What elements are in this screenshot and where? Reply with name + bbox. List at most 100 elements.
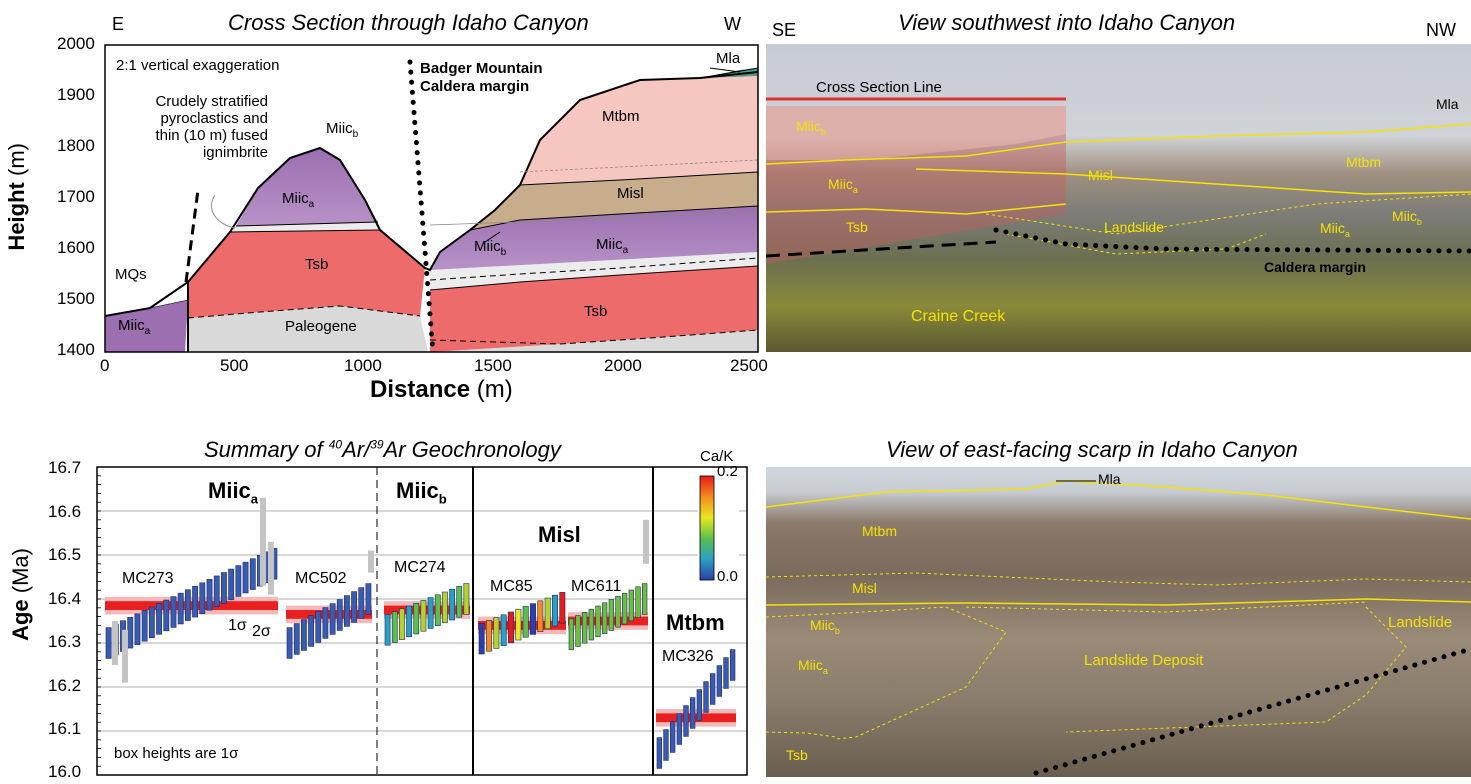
age-box [723, 657, 729, 689]
age-box [156, 603, 162, 635]
age-box [676, 713, 682, 745]
age-box [427, 597, 434, 629]
age-box [716, 665, 722, 697]
sample-mc274: MC274 [394, 559, 446, 576]
cs-label-miica-left: Miica [118, 317, 151, 337]
age-box [544, 597, 551, 630]
age-box [228, 568, 235, 601]
age-box [199, 582, 206, 614]
photo-top-label-mla: Mla [1436, 96, 1459, 112]
age-box [486, 620, 492, 652]
cs-label-paleogene: Paleogene [285, 318, 357, 335]
age-box [434, 594, 441, 626]
age-box [322, 607, 329, 639]
sample-mc326: MC326 [662, 648, 714, 665]
age-box [242, 561, 249, 594]
photo-top: Cross Section Line Mla Miicb Miica Mtbm … [766, 44, 1471, 352]
age-box [463, 583, 470, 615]
age-box [615, 596, 621, 628]
outlier-box [368, 550, 374, 573]
photo-bottom-title: View of east-facing scarp in Idaho Canyo… [886, 437, 1298, 462]
cs-ytick-1700: 1700 [57, 187, 95, 206]
age-box [286, 627, 293, 659]
age-box [344, 595, 350, 627]
age-box [442, 591, 448, 624]
age-box [315, 611, 322, 643]
age-box [656, 737, 662, 769]
age-box [575, 615, 581, 647]
cs-label-mqs: MQs [115, 266, 147, 283]
caldera-line-2: Caldera margin [420, 78, 530, 95]
one-sigma-band [656, 713, 736, 723]
cs-xtick-1000: 1000 [344, 356, 382, 375]
age-box [530, 603, 536, 635]
age-box [329, 603, 336, 635]
one-sigma-band [105, 601, 278, 610]
age-box [710, 673, 716, 705]
one-sigma-band [478, 621, 566, 630]
sigma-1-label: 1σ [228, 617, 247, 634]
geochron-ytick-7: 16.0 [48, 762, 82, 781]
cs-xlabel-bold: Distance [370, 376, 471, 403]
sample-mc502: MC502 [295, 570, 347, 587]
age-box [522, 606, 529, 638]
age-box [301, 619, 307, 651]
caldera-line-1: Badger Mountain [420, 60, 543, 77]
sigma-2-label: 2σ [252, 623, 271, 640]
photo-bottom-label-misl: Misl [852, 580, 877, 596]
cs-xlabel-unit: (m) [476, 376, 513, 403]
age-box [449, 588, 455, 621]
age-box [602, 602, 608, 634]
age-box [478, 622, 485, 655]
photo-top-label-miicb: Miicb [796, 118, 826, 137]
age-box [622, 592, 628, 625]
geochron-title: Summary of 40Ar/39Ar Geochronology [204, 437, 561, 462]
geochron-note: box heights are 1σ [114, 745, 239, 762]
cs-ytick-1500: 1500 [57, 289, 95, 308]
outlier-box [122, 629, 128, 683]
sample-mc611: MC611 [571, 578, 622, 595]
age-box [384, 614, 391, 646]
age-box [336, 599, 343, 631]
photo-bottom: Mla Mtbm Misl Miicb Miica Landslide Depo… [766, 467, 1471, 777]
cs-xlabel: Distance (m) [370, 376, 513, 404]
age-box [582, 612, 588, 644]
photo-top-title: View southwest into Idaho Canyon [898, 10, 1236, 35]
age-box [456, 586, 463, 618]
age-box [235, 565, 242, 597]
age-box [670, 721, 676, 753]
photo-top-label-craine: Craine Creek [911, 308, 1006, 325]
photo-top-dir-nw: NW [1426, 20, 1456, 40]
age-box [184, 589, 191, 621]
age-box [413, 602, 420, 635]
colorbar [699, 475, 715, 581]
age-box [293, 623, 300, 655]
photo-top-label-miicb-2: Miicb [1392, 208, 1422, 227]
photo-bottom-label-miicb: Miicb [810, 617, 840, 636]
outlier-box [260, 497, 266, 586]
cs-xtick-0: 0 [100, 356, 110, 375]
age-box [696, 689, 702, 721]
group-mtbm: Mtbm [666, 610, 725, 635]
geochron-ytick-2: 16.5 [48, 545, 82, 564]
photo-top-label-tsb: Tsb [846, 219, 868, 235]
age-box [730, 649, 736, 681]
cs-caldera-label: Badger Mountain Caldera margin [420, 60, 543, 96]
age-box [177, 592, 184, 625]
age-box [249, 558, 256, 590]
pyro-line-2: pyroclastics and [160, 110, 268, 127]
colorbar-min: 0.0 [717, 568, 738, 585]
age-box [127, 616, 134, 649]
age-box [351, 591, 357, 623]
age-box [663, 729, 669, 761]
photo-top-label-miica-2: Miica [1320, 220, 1350, 239]
age-box [635, 586, 641, 618]
age-box [105, 627, 112, 659]
geochron-ytick-0: 16.7 [48, 458, 82, 477]
age-box [588, 608, 594, 641]
age-box [683, 705, 689, 737]
age-box [141, 610, 148, 642]
cs-xtick-1500: 1500 [474, 356, 512, 375]
group-miica: Miica [208, 478, 259, 507]
age-box [500, 614, 507, 646]
